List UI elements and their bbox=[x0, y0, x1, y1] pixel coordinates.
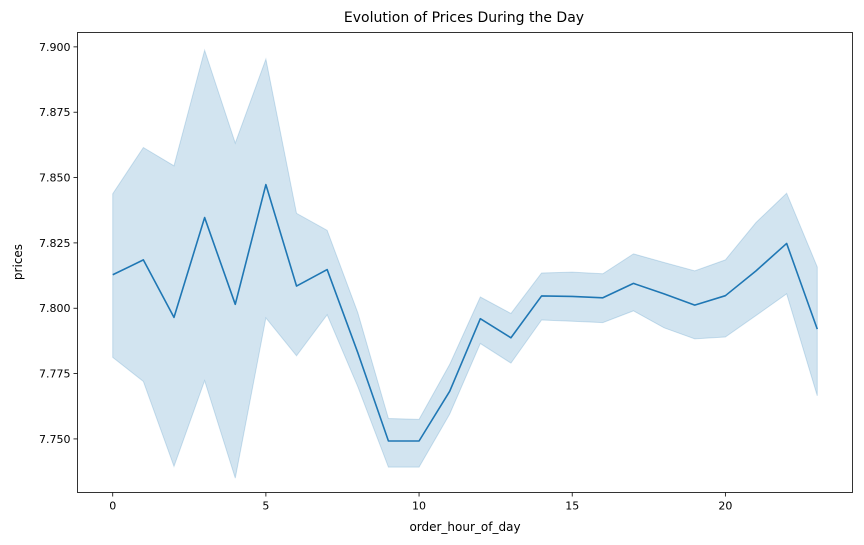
chart-title: Evolution of Prices During the Day bbox=[344, 10, 584, 26]
y-axis-label: prices bbox=[11, 244, 25, 280]
x-axis-ticks: 0 5 10 15 20 bbox=[109, 492, 732, 513]
x-tick-label: 10 bbox=[412, 500, 426, 513]
x-axis-label: order_hour_of_day bbox=[409, 520, 520, 534]
x-tick-label: 0 bbox=[109, 500, 116, 513]
price-line bbox=[112, 183, 819, 442]
x-tick-label: 5 bbox=[262, 500, 269, 513]
y-axis-ticks: 7.750 7.775 7.800 7.825 7.850 7.875 7.900 bbox=[39, 41, 78, 446]
y-tick-label: 7.800 bbox=[39, 302, 71, 315]
plot-area bbox=[112, 48, 819, 479]
x-tick-label: 20 bbox=[718, 500, 732, 513]
y-tick-label: 7.775 bbox=[39, 368, 71, 381]
confidence-band bbox=[112, 48, 818, 479]
y-tick-label: 7.750 bbox=[39, 433, 71, 446]
x-tick-label: 15 bbox=[565, 500, 579, 513]
y-tick-label: 7.850 bbox=[39, 172, 71, 185]
y-tick-label: 7.825 bbox=[39, 237, 71, 250]
plot-frame bbox=[77, 32, 853, 493]
y-tick-label: 7.900 bbox=[39, 41, 71, 54]
y-tick-label: 7.875 bbox=[39, 106, 71, 119]
